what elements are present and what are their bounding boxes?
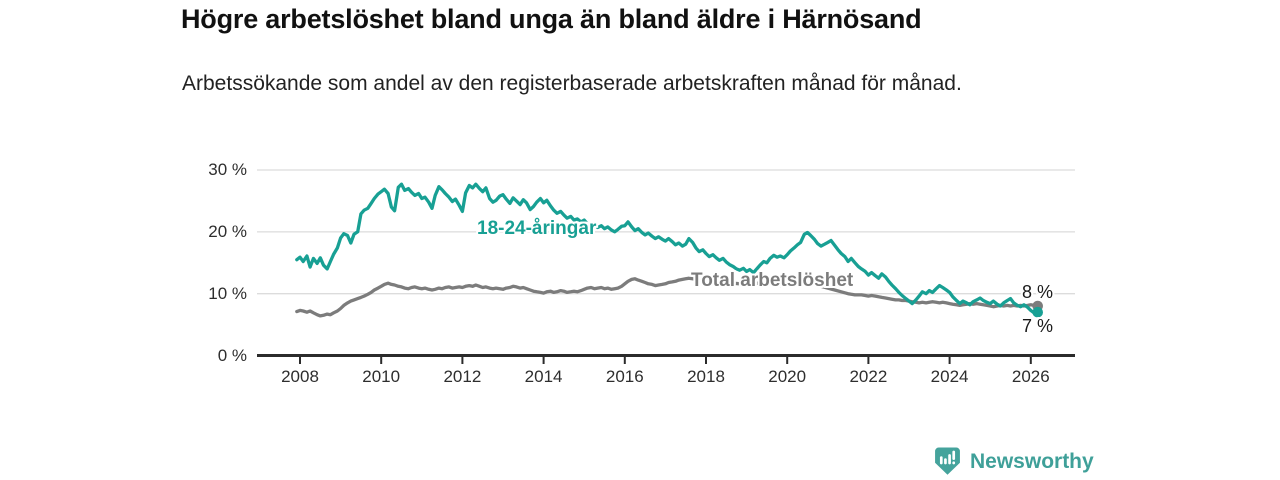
y-tick-label: 30 % [208, 160, 247, 179]
x-tick-label: 2018 [687, 367, 725, 386]
x-tick-label: 2024 [930, 367, 969, 386]
y-tick-label: 0 % [217, 345, 247, 365]
x-tick-label: 2014 [524, 367, 563, 386]
end-value-label-18-24: 7 % [1022, 316, 1054, 336]
series-label-18-24: 18-24-åringar [477, 218, 597, 239]
x-tick-label: 2026 [1011, 367, 1050, 386]
x-tick-label: 2010 [362, 367, 401, 386]
series-label-total: Total arbetslöshet [691, 270, 854, 291]
chart-title: Högre arbetslöshet bland unga än bland ä… [181, 4, 922, 34]
series-line-0 [295, 276, 1040, 318]
x-tick-label: 2012 [443, 367, 482, 386]
x-tick-label: 2022 [849, 367, 888, 386]
newsworthy-logo[interactable]: Newsworthy [934, 447, 1094, 476]
chart-subtitle: Arbetssökande som andel av den registerb… [182, 72, 962, 95]
series-line-1 [295, 182, 1040, 315]
x-tick-label: 2008 [281, 367, 319, 386]
newsworthy-brand-text: Newsworthy [970, 449, 1094, 473]
x-tick-label: 2016 [605, 367, 644, 386]
end-value-label-total: 8 % [1022, 282, 1054, 302]
newsworthy-badge-bar-chart-icon [935, 447, 960, 475]
y-tick-label: 20 % [208, 221, 247, 241]
series-end-dot-1 [1032, 306, 1044, 318]
y-tick-label: 10 % [208, 283, 247, 303]
x-tick-label: 2020 [768, 367, 807, 386]
